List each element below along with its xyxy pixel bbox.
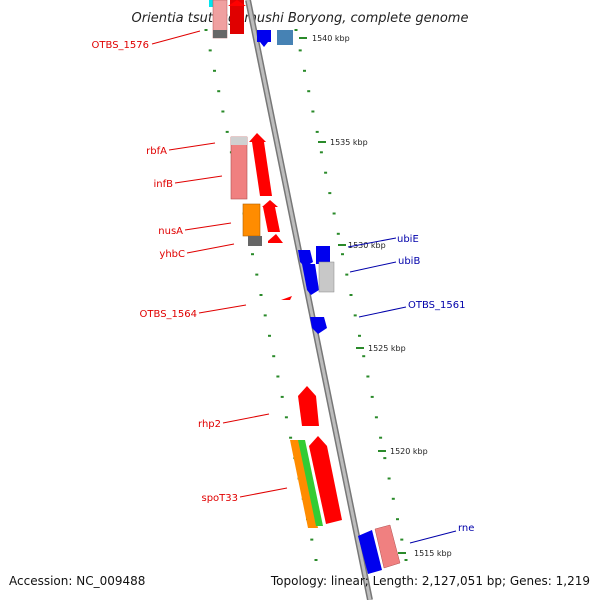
gene-top-red [230, 0, 244, 34]
right-tick-track [294, 29, 408, 561]
gene-red-arrow-head [249, 133, 266, 142]
gene-label-ubie: ubiE [397, 234, 419, 245]
gene-otbs-1561 [310, 317, 327, 334]
gene-nusa [242, 203, 261, 237]
gene-ubib-blue [302, 264, 319, 295]
right-gene-labels: ubiE ubiB OTBS_1561 rne [347, 234, 474, 544]
leader-line [186, 243, 235, 254]
gene-rhp2 [298, 386, 319, 426]
leader-line [409, 530, 457, 544]
gene-rne-blue [358, 530, 382, 574]
leader-line [198, 304, 247, 314]
gene-block-rne [358, 524, 401, 574]
kbp-label: 1525 kbp [368, 344, 406, 353]
gene-spot33-red [309, 436, 342, 524]
gene-label-ubib: ubiB [398, 256, 420, 267]
genome-axis [246, 0, 372, 600]
gene-infb [230, 136, 248, 200]
leader-line [184, 222, 232, 231]
leader-line [349, 261, 397, 273]
leader-line [222, 413, 270, 424]
gene-top-blue [257, 30, 271, 42]
kbp-label: 1515 kbp [414, 549, 452, 558]
gene-label-yhbc: yhbC [159, 249, 185, 260]
gene-label-rne: rne [458, 523, 474, 534]
gene-block-rbfa-infb [230, 133, 272, 200]
leader-line [174, 175, 223, 184]
map-title: Orientia tsutsugamushi Boryong, complete… [132, 11, 469, 26]
gene-otbs-1564 [281, 296, 292, 300]
gene-ubie [316, 246, 330, 264]
gene-top-blue-arrow [260, 42, 268, 47]
gene-label-otbs-1564: OTBS_1564 [140, 309, 197, 320]
leader-line [347, 237, 397, 248]
gene-spot33-green [298, 440, 323, 526]
gene-label-rbfa: rbfA [146, 146, 167, 157]
gene-otbs-1576-dark [213, 30, 227, 38]
kbp-label: 1535 kbp [330, 138, 368, 147]
gene-top-arrow [228, 0, 246, 6]
leader-line [151, 30, 201, 45]
genome-stats-text: Topology: linear; Length: 2,127,051 bp; … [270, 574, 590, 588]
gene-rne [374, 524, 401, 569]
gene-red-small-arrow [262, 200, 278, 207]
gene-label-otbs-1576: OTBS_1576 [92, 40, 149, 51]
gene-red-tiny [268, 234, 283, 243]
gene-block-top [209, 0, 293, 47]
gene-block-nusa-yhbc [242, 200, 283, 246]
leader-line [358, 306, 407, 318]
kbp-label: 1530 kbp [348, 241, 386, 250]
gene-ubib [318, 261, 335, 293]
kbp-tick-marks [299, 37, 406, 554]
gene-label-spot33: spoT33 [201, 493, 238, 504]
gene-ubie-blue [298, 250, 313, 267]
gene-label-nusa: nusA [158, 226, 183, 237]
gene-yhbc [248, 236, 262, 246]
leader-line [239, 487, 288, 498]
gene-label-otbs-1561: OTBS_1561 [408, 300, 465, 311]
gene-top-steelblue [277, 30, 293, 45]
gene-block-spot33 [290, 436, 342, 528]
gene-label-rhp2: rhp2 [198, 419, 221, 430]
accession-text: Accession: NC_009488 [9, 574, 146, 588]
gene-spot33-orange [290, 440, 318, 528]
kbp-label: 1520 kbp [390, 447, 428, 456]
gene-label-infb: infB [154, 179, 174, 190]
gene-block-ubi [298, 246, 335, 295]
gene-rbfa [231, 137, 247, 145]
left-gene-labels: OTBS_1576 rbfA infB nusA yhbC OTBS_1564 … [92, 30, 288, 504]
leader-line [168, 142, 216, 151]
kbp-label: 1540 kbp [312, 34, 350, 43]
gene-red-small [263, 207, 280, 232]
gene-red-forward [252, 142, 272, 196]
